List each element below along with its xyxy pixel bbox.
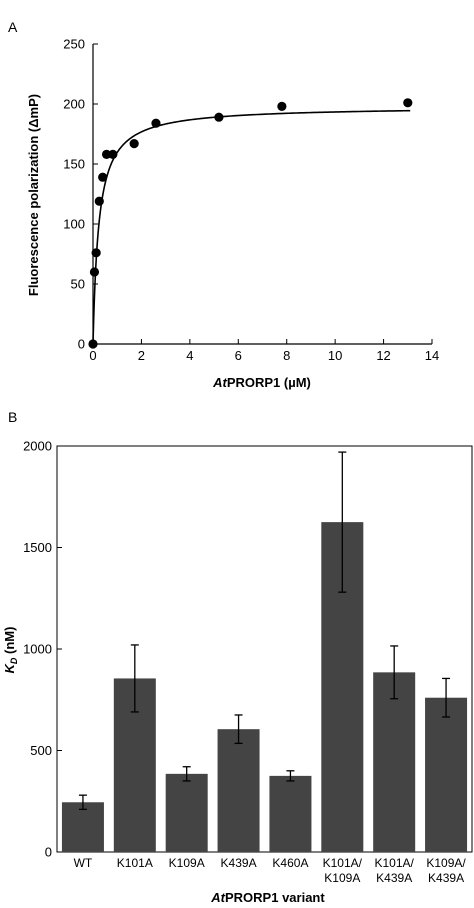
panel-a-x-tick-label: 14: [425, 348, 439, 363]
panel-a-x-axis-label-italic: At: [212, 375, 227, 390]
panel-a-label: A: [8, 19, 18, 35]
panel-a-y-ticks: 0 50 100 150 200 250: [63, 37, 98, 352]
panel-b-bar: [373, 672, 416, 852]
panel-b-y-axis-label-k: K: [2, 662, 17, 673]
panel-b-x-axis-label-italic: At: [210, 890, 225, 905]
panel-a-y-tick-label: 200: [63, 97, 85, 112]
panel-b-y-tick-label: 1000: [23, 642, 52, 657]
panel-a-y-tick-label: 250: [63, 37, 85, 52]
panel-a-x-tick-label: 12: [376, 348, 390, 363]
panel-b-y-ticks: 0 500 1000 1500 2000: [23, 439, 62, 860]
panel-b-bar: [165, 773, 208, 852]
panel-a-data-point: [98, 172, 108, 182]
panel-a-x-axis-label: AtPRORP1 (µM): [212, 375, 311, 390]
panel-b-x-tick-label: K101A: [117, 856, 153, 870]
panel-a-x-tick-label: 4: [186, 348, 193, 363]
panel-a-data-point: [94, 196, 104, 206]
panel-a-y-tick-label: 50: [71, 277, 85, 292]
panel-b-y-tick-label: 2000: [23, 439, 52, 454]
panel-a-axes: [92, 44, 432, 345]
panel-a-data-point: [214, 112, 224, 122]
panel-a-data-point: [101, 149, 112, 159]
panel-a-x-tick-label: 10: [328, 348, 342, 363]
panel-b-x-tick-label: WT: [74, 856, 93, 870]
panel-b-bar: [217, 729, 260, 852]
panel-a-data-point: [89, 267, 100, 277]
panel-a-y-tick-label: 0: [78, 337, 85, 352]
panel-a-data-point: [277, 101, 287, 111]
panel-b-y-tick-label: 0: [45, 845, 52, 860]
panel-b-x-ticks: WT K101A K109A K439A K460A K101A/K109A K101A/K…: [74, 856, 467, 885]
panel-b-x-tick-label: K101A/K109A: [323, 856, 363, 885]
panel-a-data-point: [151, 118, 161, 128]
panel-b-bar: [61, 802, 104, 852]
panel-b-error-bars: [78, 451, 451, 811]
panel-b-x-axis-label: AtPRORP1 variant: [210, 890, 325, 905]
panel-a-x-tick-label: 0: [89, 348, 96, 363]
panel-a-fit-curve: [92, 109, 411, 345]
panel-a-x-tick-label: 6: [235, 348, 242, 363]
panel-a-y-tick-label: 100: [63, 217, 85, 232]
panel-a-x-ticks: 0 2 4 6 8 10 12 14: [89, 339, 439, 363]
panel-a-data-point: [108, 149, 118, 159]
panel-b-x-tick-label: K109A: [169, 856, 205, 870]
panel-a-data-point: [88, 339, 98, 349]
panel-b: B 0 500 1000 1500 2000 WT K101A K109A K439A K460…: [2, 409, 473, 905]
panel-b-x-tick-label: K439A: [221, 856, 257, 870]
panel-a: A 0 50 100 150 200 250 0 2 4 6 8 10 12 14 Fluorescen…: [8, 19, 439, 390]
panel-b-bar: [269, 775, 312, 852]
panel-a-x-tick-label: 8: [283, 348, 290, 363]
panel-b-y-tick-label: 1500: [23, 540, 52, 555]
panel-b-x-tick-label: K460A: [272, 856, 308, 870]
panel-b-x-axis-label-rest: PRORP1 variant: [225, 890, 325, 905]
panel-b-x-tick-label: K109A/K439A: [426, 856, 466, 885]
panel-a-y-tick-label: 150: [63, 157, 85, 172]
panel-b-y-tick-label: 500: [30, 743, 52, 758]
panel-b-x-tick-label: K101A/K439A: [375, 856, 415, 885]
panel-b-label: B: [8, 409, 17, 425]
panel-a-data-point: [91, 248, 101, 258]
panel-a-x-axis-label-rest: PRORP1 (µM): [227, 375, 311, 390]
panel-b-bar: [425, 697, 468, 852]
panel-b-bars: [61, 522, 468, 852]
panel-b-y-axis-label-rest: (nM): [2, 627, 17, 658]
panel-a-points: [88, 98, 413, 349]
panel-a-x-tick-label: 2: [138, 348, 145, 363]
panel-a-y-axis-label: Fluorescence polarization (ΔmP): [26, 94, 41, 296]
panel-a-data-point: [129, 139, 139, 149]
panel-a-data-point: [403, 98, 413, 108]
panel-b-y-axis-label-sub: D: [9, 657, 19, 664]
panel-b-y-axis-label: KD (nM): [2, 627, 19, 674]
